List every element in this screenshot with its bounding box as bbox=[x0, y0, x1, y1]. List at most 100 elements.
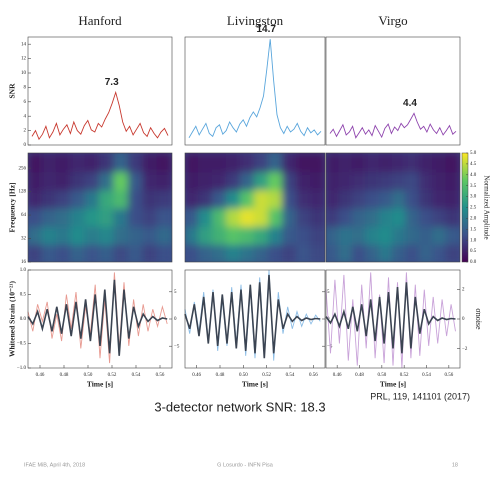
cell bbox=[113, 188, 130, 209]
cell bbox=[84, 224, 101, 245]
cell bbox=[268, 206, 284, 227]
cell bbox=[185, 206, 200, 227]
y-tick-label: −0.5 bbox=[17, 342, 27, 347]
cell bbox=[198, 170, 214, 191]
x-tick-label: 0.48 bbox=[60, 373, 69, 378]
cell bbox=[142, 188, 159, 209]
cell bbox=[226, 206, 242, 227]
y2-tick-label: 0 bbox=[462, 317, 465, 322]
cell bbox=[338, 153, 354, 173]
panel-frame bbox=[184, 36, 326, 146]
cell bbox=[55, 170, 73, 191]
cell bbox=[338, 188, 354, 209]
cell bbox=[338, 170, 354, 191]
cell bbox=[142, 206, 159, 227]
cell bbox=[142, 224, 159, 245]
x-tick-label: 0.54 bbox=[422, 373, 431, 378]
cell bbox=[418, 153, 435, 173]
cell bbox=[432, 170, 448, 191]
cell bbox=[392, 170, 408, 191]
colorbar-tick-label: 4.0 bbox=[470, 173, 477, 178]
cell bbox=[296, 224, 312, 245]
cell bbox=[127, 188, 145, 209]
cell bbox=[142, 170, 159, 191]
x-tick-label: 0.46 bbox=[192, 373, 201, 378]
panel-frame bbox=[325, 36, 461, 146]
colorbar-tick-label: 1.5 bbox=[470, 227, 477, 232]
y-tick-label: 64 bbox=[21, 213, 27, 218]
colorbar-label: Normalized Amplitude bbox=[482, 175, 490, 239]
series-line bbox=[27, 279, 168, 356]
cell bbox=[127, 242, 145, 262]
cell bbox=[240, 153, 256, 173]
cell bbox=[226, 242, 242, 262]
cell bbox=[268, 153, 284, 173]
cell bbox=[310, 188, 325, 209]
cell bbox=[310, 206, 325, 227]
cell bbox=[254, 188, 270, 209]
y-tick-label: 2 bbox=[24, 129, 27, 134]
cell bbox=[28, 170, 44, 191]
y2-tick-label: −5 bbox=[174, 344, 180, 349]
cell bbox=[70, 170, 87, 191]
cell bbox=[226, 224, 242, 245]
citation: PRL, 119, 141101 (2017) bbox=[370, 391, 470, 401]
cell bbox=[254, 242, 270, 262]
cell bbox=[351, 242, 368, 262]
cell bbox=[418, 170, 435, 191]
cell bbox=[326, 224, 341, 245]
cell bbox=[113, 170, 130, 191]
cell bbox=[240, 242, 256, 262]
series-line bbox=[325, 282, 456, 354]
cell bbox=[198, 153, 214, 173]
y-tick-label: 0.0 bbox=[20, 317, 27, 322]
plot-area bbox=[31, 90, 169, 141]
cell bbox=[351, 206, 368, 227]
cell bbox=[268, 188, 284, 209]
cell bbox=[84, 242, 101, 262]
cell bbox=[310, 224, 325, 245]
cell bbox=[212, 206, 228, 227]
cell bbox=[296, 188, 312, 209]
cell bbox=[378, 170, 394, 191]
cell bbox=[198, 188, 214, 209]
cell bbox=[28, 224, 44, 245]
cell bbox=[226, 188, 242, 209]
cell bbox=[392, 242, 408, 262]
cell bbox=[41, 224, 58, 245]
cell bbox=[392, 224, 408, 245]
cell bbox=[55, 242, 73, 262]
cell bbox=[338, 206, 354, 227]
cell bbox=[41, 153, 58, 173]
cell bbox=[99, 188, 116, 209]
cell bbox=[268, 170, 284, 191]
colorbar-tick-label: 0.0 bbox=[470, 260, 477, 265]
page-number: 18 bbox=[452, 462, 458, 468]
cell bbox=[296, 153, 312, 173]
y-tick-label: 0.5 bbox=[20, 293, 27, 298]
cell bbox=[432, 224, 448, 245]
cell bbox=[405, 170, 421, 191]
series-line bbox=[31, 90, 169, 141]
cell bbox=[198, 206, 214, 227]
cell bbox=[405, 224, 421, 245]
x-tick-label: 0.56 bbox=[156, 373, 165, 378]
x-tick-label: 0.46 bbox=[36, 373, 45, 378]
cell bbox=[84, 153, 101, 173]
x-tick-label: 0.56 bbox=[444, 373, 453, 378]
y-tick-label: 1.0 bbox=[20, 268, 27, 273]
peak-label: 7.3 bbox=[105, 77, 119, 88]
cell bbox=[156, 206, 172, 227]
spectrogram bbox=[326, 153, 460, 262]
panel-frame bbox=[184, 152, 326, 263]
y2-tick-label: 5 bbox=[327, 290, 330, 295]
y-tick-label: 12 bbox=[21, 57, 27, 62]
cell bbox=[240, 170, 256, 191]
cell bbox=[254, 153, 270, 173]
y-tick-label: 16 bbox=[21, 260, 27, 265]
cell bbox=[198, 224, 214, 245]
cell bbox=[185, 188, 200, 209]
cell bbox=[326, 206, 341, 227]
cell bbox=[445, 188, 460, 209]
